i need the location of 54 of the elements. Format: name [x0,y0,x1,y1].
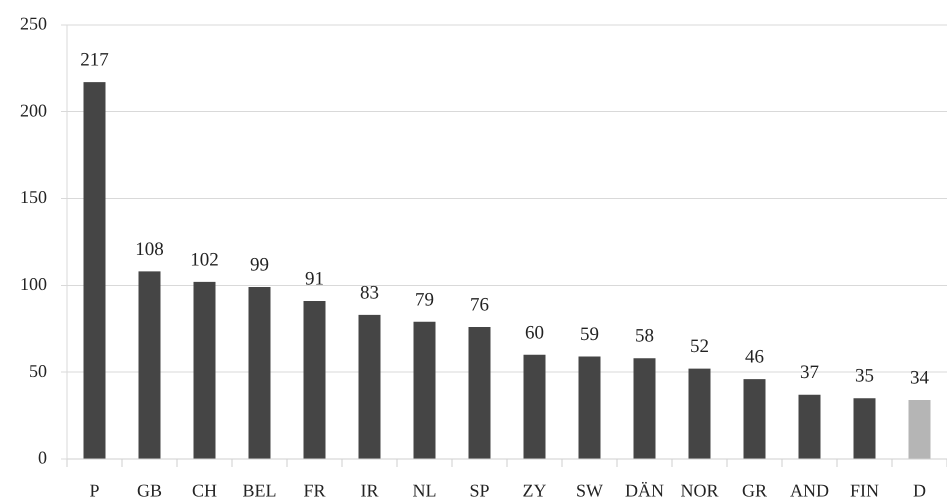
y-tick-label: 0 [38,448,47,468]
bar [744,379,766,458]
data-label: 76 [470,294,489,316]
y-tick-label: 50 [29,360,47,381]
x-tick-label: NOR [680,480,719,501]
bar [304,300,326,458]
bar [414,322,436,458]
x-tick-label: CH [192,480,218,501]
data-label: 99 [250,254,269,276]
data-label: 60 [525,322,544,344]
x-tick-label: SP [469,480,490,501]
x-tick-label: BEL [242,480,276,501]
data-label: 35 [855,366,874,387]
data-label: 58 [635,326,654,347]
x-tick-label: D [913,480,926,501]
bar [468,327,490,458]
x-tick-label: DÄN [625,480,664,501]
x-tick-label: IR [360,480,378,501]
x-tick-label: AND [790,480,829,501]
y-tick-label: 200 [20,100,47,120]
x-tick-label: SW [576,480,604,501]
x-tick-label: FIN [850,480,880,501]
x-tick-label: ZY [522,480,546,501]
data-label: 34 [910,367,930,388]
y-tick-label: 150 [20,187,47,208]
bar [634,358,656,458]
data-label: 52 [690,336,709,358]
bar [908,400,930,458]
x-tick-label: GR [742,480,768,501]
bar [248,287,270,458]
data-label: 83 [360,282,379,304]
y-tick-label: 250 [20,14,47,34]
bar [578,356,600,458]
x-tick-label: P [89,480,100,501]
bar [854,398,876,458]
bar [798,394,820,458]
data-label: 102 [190,249,219,270]
x-tick-label: GB [136,480,162,501]
x-tick-label: FR [303,480,326,501]
bar [688,368,710,458]
x-tick-label: NL [412,480,436,501]
bar [358,314,380,458]
bar [138,271,160,458]
data-label: 217 [80,50,109,71]
data-label: 59 [580,324,599,346]
y-tick-label: 100 [20,274,47,294]
bar [84,82,106,458]
data-label: 91 [305,268,324,290]
data-label: 108 [135,238,164,260]
data-label: 37 [800,362,819,384]
bar [524,354,546,458]
bar [194,282,216,458]
data-label: 46 [745,346,764,368]
data-label: 79 [415,289,434,310]
